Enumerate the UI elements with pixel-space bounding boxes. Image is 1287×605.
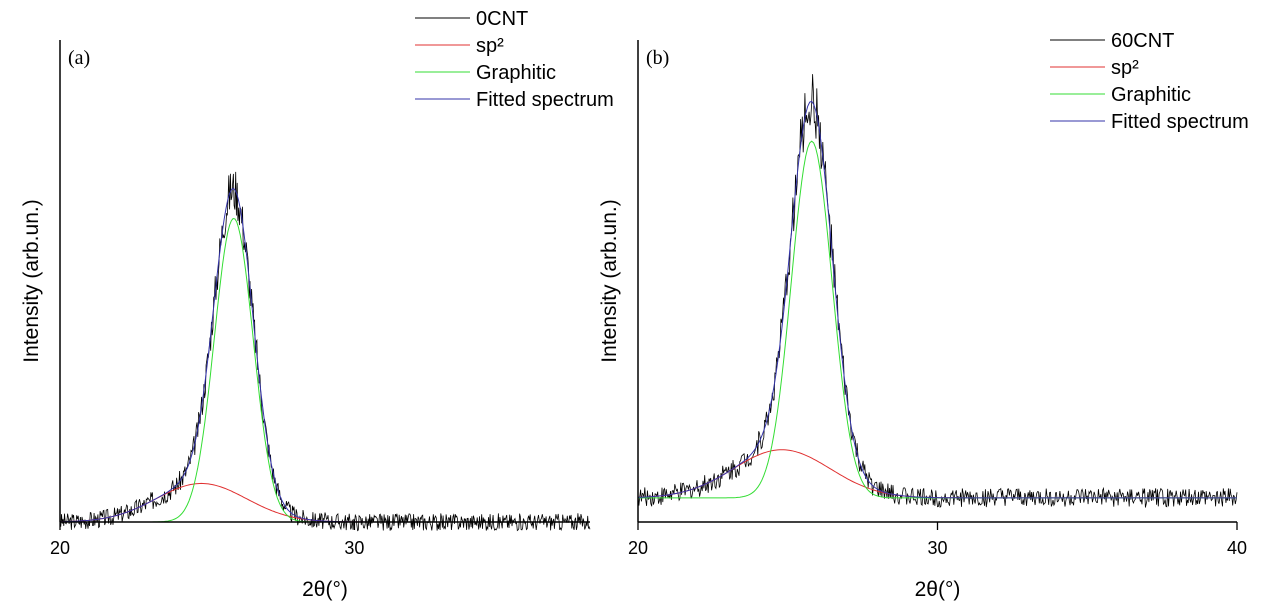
y-axis-label: Intensity (arb.un.): [598, 199, 621, 362]
panel-label: (a): [68, 47, 90, 69]
x-axis-label: 2θ(°): [915, 578, 961, 601]
series-line-1: [637, 449, 1237, 499]
legend-label: Fitted spectrum: [1111, 111, 1249, 133]
legend-label: Fitted spectrum: [476, 89, 614, 111]
chart-panel-a: 20 30 2θ(°) Intensity (arb.un.) (a) 0CNT sp² Gr…: [20, 8, 614, 601]
x-tick-label: 40: [1227, 538, 1247, 558]
chart-panel-b: 20 30 40 2θ(°) Intensity (arb.un.) (b) 60CNT sp…: [598, 30, 1249, 601]
series-line-1: [60, 482, 590, 523]
x-axis-label: 2θ(°): [302, 578, 348, 601]
legend-label: sp²: [1111, 57, 1139, 79]
x-tick-label: 20: [628, 538, 648, 558]
x-tick-label: 30: [927, 538, 947, 558]
series-line-0: [637, 74, 1238, 508]
x-tick-label: 30: [344, 538, 364, 558]
legend-label: Graphitic: [1111, 84, 1191, 106]
legend-label: 60CNT: [1111, 30, 1174, 52]
panel-label: (b): [646, 47, 669, 69]
series-line-2: [638, 140, 1237, 499]
series-line-2: [60, 217, 590, 523]
legend-label: 0CNT: [476, 8, 528, 30]
series-line-3: [637, 100, 1237, 499]
y-axis-label: Intensity (arb.un.): [20, 199, 43, 362]
series-line-0: [59, 171, 591, 532]
x-tick-label: 20: [50, 538, 70, 558]
series-line-3: [60, 187, 590, 523]
legend-label: sp²: [476, 35, 504, 57]
legend-label: Graphitic: [476, 62, 556, 84]
